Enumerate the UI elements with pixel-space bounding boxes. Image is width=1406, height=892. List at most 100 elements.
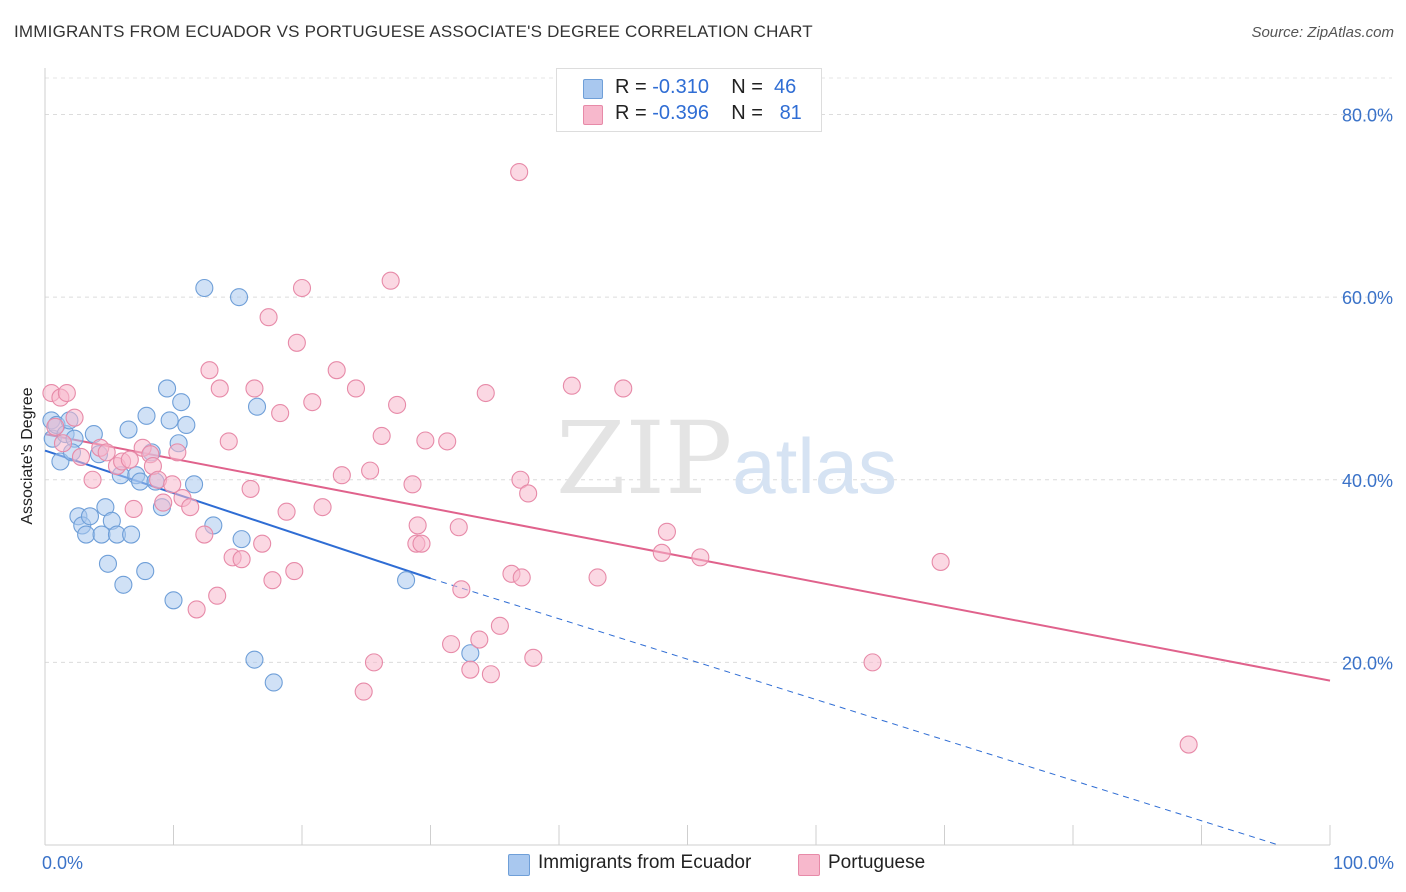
stats-text-portuguese: R = -0.396 N = 81 bbox=[615, 102, 802, 124]
point-ecuador bbox=[131, 472, 150, 491]
point-portuguese bbox=[120, 450, 139, 469]
point-portuguese bbox=[187, 600, 206, 619]
point-portuguese bbox=[403, 475, 422, 494]
legend-swatch-portuguese bbox=[798, 854, 820, 876]
y-tick-label: 20.0% bbox=[1342, 653, 1393, 673]
trendline-ecuador-extension bbox=[430, 577, 1279, 846]
point-portuguese bbox=[57, 383, 76, 403]
point-portuguese bbox=[285, 562, 304, 581]
point-portuguese bbox=[181, 498, 200, 517]
point-portuguese bbox=[154, 493, 173, 512]
point-portuguese bbox=[1179, 735, 1198, 754]
point-portuguese bbox=[416, 431, 435, 450]
point-portuguese bbox=[200, 361, 219, 380]
point-portuguese bbox=[210, 379, 229, 398]
point-portuguese bbox=[364, 653, 384, 672]
point-portuguese bbox=[657, 522, 676, 541]
point-portuguese bbox=[303, 393, 322, 412]
point-portuguese bbox=[388, 395, 407, 414]
watermark: ZIPatlas bbox=[556, 400, 897, 517]
point-portuguese bbox=[412, 534, 431, 553]
watermark-atlas: atlas bbox=[732, 422, 898, 510]
point-ecuador bbox=[158, 379, 177, 398]
point-portuguese bbox=[313, 498, 332, 517]
point-portuguese bbox=[476, 383, 495, 403]
gridlines bbox=[45, 77, 1392, 663]
y-axis-label: Associate's Degree bbox=[19, 387, 36, 525]
point-ecuador bbox=[185, 475, 204, 494]
point-portuguese bbox=[219, 432, 238, 451]
data-points bbox=[42, 162, 1198, 754]
point-portuguese bbox=[408, 516, 427, 535]
point-portuguese bbox=[931, 552, 950, 571]
point-portuguese bbox=[562, 376, 581, 395]
point-ecuador bbox=[172, 393, 191, 412]
point-portuguese bbox=[510, 162, 529, 182]
point-portuguese bbox=[691, 548, 710, 567]
point-ecuador bbox=[245, 650, 264, 669]
stats-text-ecuador: R = -0.310 N = 46 bbox=[615, 76, 797, 98]
x-tick-labels: 0.0% 100.0% bbox=[42, 853, 1394, 873]
point-portuguese bbox=[71, 447, 91, 466]
point-ecuador bbox=[119, 420, 138, 439]
point-portuguese bbox=[461, 660, 480, 679]
point-ecuador bbox=[98, 554, 118, 573]
point-portuguese bbox=[168, 443, 187, 462]
point-portuguese bbox=[241, 479, 260, 498]
point-portuguese bbox=[195, 525, 214, 544]
correlation-stats-box: R = -0.310 N = 46 R = -0.396 N = 81 bbox=[556, 68, 822, 132]
watermark-zip: ZIP bbox=[556, 400, 733, 517]
point-portuguese bbox=[442, 635, 461, 654]
point-portuguese bbox=[452, 580, 471, 599]
point-portuguese bbox=[97, 443, 116, 462]
legend-swatch-ecuador bbox=[508, 854, 530, 876]
point-portuguese bbox=[292, 278, 312, 298]
point-ecuador bbox=[195, 278, 214, 298]
point-portuguese bbox=[381, 271, 400, 290]
point-ecuador bbox=[232, 530, 251, 549]
n-value-ecuador: 46 bbox=[774, 76, 797, 98]
point-portuguese bbox=[372, 426, 391, 445]
point-portuguese bbox=[449, 518, 468, 537]
n-value-portuguese: 81 bbox=[779, 102, 802, 124]
r-value-portuguese: -0.396 bbox=[652, 102, 709, 124]
point-portuguese bbox=[332, 466, 351, 485]
ecuador-swatch bbox=[583, 79, 603, 99]
point-portuguese bbox=[614, 379, 633, 398]
r-value-ecuador: -0.310 bbox=[652, 76, 709, 98]
point-portuguese bbox=[259, 308, 278, 327]
y-tick-label: 80.0% bbox=[1342, 106, 1393, 126]
trendline-ecuador bbox=[44, 449, 431, 580]
point-portuguese bbox=[271, 404, 290, 423]
point-portuguese bbox=[208, 586, 227, 605]
point-portuguese bbox=[512, 568, 531, 587]
point-portuguese bbox=[245, 379, 264, 398]
point-portuguese bbox=[438, 432, 457, 451]
point-ecuador bbox=[114, 575, 133, 594]
source-credit: Source: ZipAtlas.com bbox=[1251, 24, 1394, 41]
point-portuguese bbox=[53, 434, 73, 453]
point-portuguese bbox=[481, 665, 500, 684]
legend-label-portuguese: Portuguese bbox=[828, 852, 926, 873]
point-portuguese bbox=[263, 571, 282, 590]
x-tick-label-end: 100.0% bbox=[1333, 853, 1394, 873]
point-ecuador bbox=[229, 288, 249, 307]
point-portuguese bbox=[163, 475, 182, 494]
chart-title: IMMIGRANTS FROM ECUADOR VS PORTUGUESE AS… bbox=[14, 22, 813, 41]
point-ecuador bbox=[397, 571, 416, 590]
point-portuguese bbox=[588, 568, 607, 587]
point-portuguese bbox=[65, 408, 84, 427]
point-portuguese bbox=[232, 550, 251, 569]
point-ecuador bbox=[137, 406, 156, 425]
point-portuguese bbox=[519, 484, 538, 503]
point-ecuador bbox=[264, 673, 283, 692]
point-portuguese bbox=[470, 630, 489, 649]
trendlines bbox=[44, 433, 1331, 846]
point-portuguese bbox=[277, 502, 296, 521]
trendline-portuguese bbox=[44, 433, 1331, 682]
point-portuguese bbox=[511, 470, 530, 489]
point-portuguese bbox=[46, 417, 65, 436]
point-ecuador bbox=[77, 525, 96, 544]
point-ecuador bbox=[247, 397, 267, 416]
point-portuguese bbox=[361, 461, 380, 480]
